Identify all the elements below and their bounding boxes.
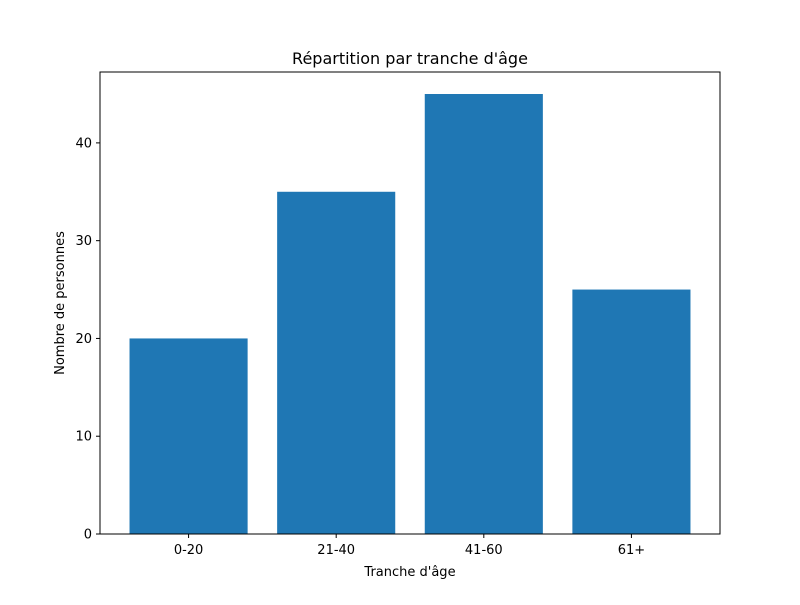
chart-title: Répartition par tranche d'âge	[292, 49, 528, 68]
y-tick-label: 40	[75, 136, 92, 151]
x-axis-label: Tranche d'âge	[363, 565, 455, 580]
y-tick-label: 10	[75, 430, 92, 445]
x-tick-label: 41-60	[465, 543, 503, 558]
bar-41-60	[424, 94, 543, 534]
bars-group	[129, 94, 691, 534]
bar-21-40	[277, 191, 396, 534]
x-axis-ticks: 0-20 21-40 41-60 61+	[174, 534, 645, 558]
y-axis-label: Nombre de personnes	[53, 231, 68, 375]
x-tick-label: 0-20	[174, 543, 204, 558]
y-tick-label: 20	[75, 332, 92, 347]
bar-0-20	[129, 338, 248, 534]
x-tick-label: 61+	[618, 543, 645, 558]
y-axis-ticks: 0 10 20 30 40	[75, 136, 100, 543]
y-tick-label: 30	[75, 234, 92, 249]
y-tick-label: 0	[84, 528, 92, 543]
x-tick-label: 21-40	[317, 543, 355, 558]
plot-frame	[99, 71, 721, 535]
bar-61+	[572, 289, 691, 534]
